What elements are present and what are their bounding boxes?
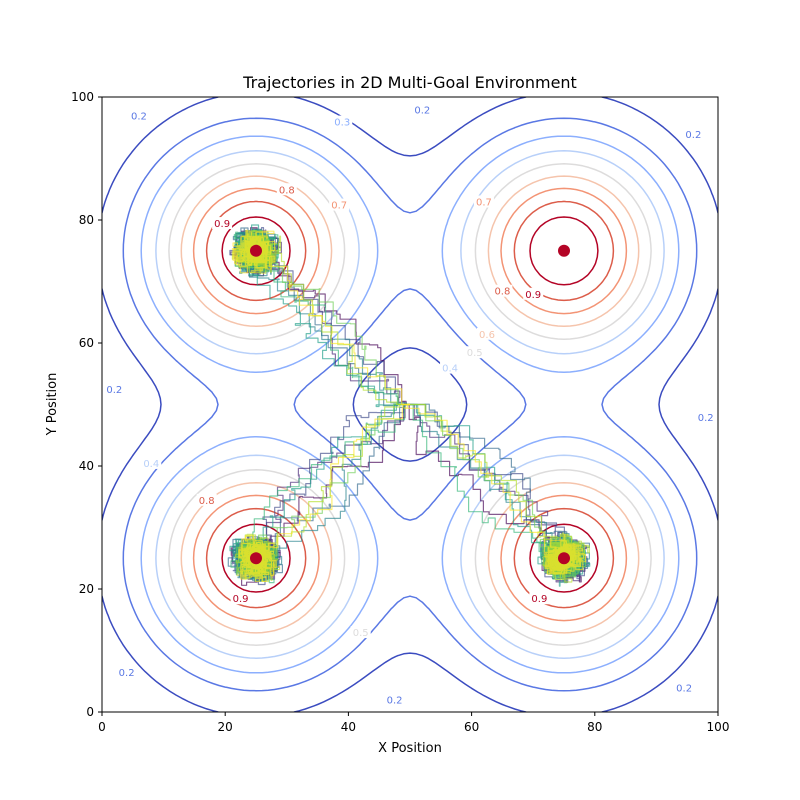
y-tick-label: 100 [71, 90, 94, 104]
contour-label: 0.2 [119, 668, 135, 679]
contour-label-bg [440, 361, 461, 374]
contour-line [102, 97, 718, 712]
x-tick-label: 100 [707, 720, 730, 734]
goal-marker [250, 552, 262, 565]
trajectory-line [238, 403, 410, 582]
x-tick-label: 60 [464, 720, 479, 734]
contour-label-bg [141, 456, 162, 469]
contour-label: 0.5 [353, 628, 369, 639]
contour-label-bg [523, 287, 544, 300]
contour-label-bg [212, 217, 233, 230]
goal-marker [250, 244, 262, 257]
contour-label-bg [529, 592, 550, 605]
contour-label-bg [196, 493, 217, 506]
contour-label: 0.5 [467, 348, 483, 359]
chart-title: Trajectories in 2D Multi-Goal Environmen… [242, 73, 577, 92]
x-axis-label: X Position [378, 741, 442, 756]
contour-label-bg [464, 346, 485, 359]
x-tick-label: 80 [587, 720, 602, 734]
contour-label: 0.8 [279, 185, 295, 196]
contour-line [122, 117, 698, 692]
contour-label-bg [104, 383, 125, 396]
contour-label-bg [695, 410, 716, 423]
contour-label: 0.2 [131, 111, 147, 122]
y-tick-label: 40 [79, 459, 94, 473]
x-axis-ticks: 0 20 40 60 80 100 [98, 712, 729, 734]
contour-label: 0.2 [676, 683, 692, 694]
contour-label-bg [116, 666, 137, 679]
contour-label: 0.9 [531, 594, 547, 605]
contour-label: 0.6 [479, 330, 495, 341]
contour-label-bg [329, 198, 350, 211]
contour-label-bg [477, 327, 497, 340]
contour-line [180, 175, 640, 634]
y-tick-label: 20 [79, 582, 94, 596]
plot-area: 0.2 0.3 0.2 0.2 0.8 0.7 0.9 0.7 0.8 0.9 0.6 0.5 0.4 0… [102, 97, 718, 712]
contour-label: 0.9 [233, 594, 249, 605]
y-tick-label: 0 [86, 705, 94, 719]
contour-label-bg [473, 195, 494, 208]
contour-label: 0.2 [698, 413, 714, 424]
contour-label-bg [683, 127, 704, 140]
y-axis-ticks: 0 20 40 60 80 100 [71, 90, 102, 719]
contour-label: 0.4 [143, 459, 159, 470]
contour-label: 0.9 [214, 219, 230, 230]
contour-label: 0.2 [685, 130, 701, 141]
plot-frame [101, 96, 719, 713]
contour-line [140, 135, 680, 674]
contour-label: 0.3 [334, 118, 350, 129]
y-tick-label: 60 [79, 336, 94, 350]
y-axis-label: Y Position [45, 373, 60, 437]
x-tick-label: 20 [218, 720, 233, 734]
contour-label: 0.2 [387, 696, 403, 707]
contour-label: 0.2 [414, 105, 430, 116]
goal-marker [558, 552, 570, 565]
contour-labels: 0.2 0.3 0.2 0.2 0.8 0.7 0.9 0.7 0.8 0.9 0.6 0.5 0.4 0… [104, 103, 716, 707]
contour-label: 0.4 [442, 364, 458, 375]
contour-label: 0.2 [106, 385, 122, 396]
contour-label-bg [384, 693, 405, 706]
contour-line [155, 150, 665, 659]
contour-label: 0.7 [476, 198, 492, 209]
contour-label: 0.9 [525, 290, 541, 301]
contour-label-bg [230, 592, 251, 605]
contour-line [221, 216, 599, 593]
contour-label-bg [332, 115, 353, 128]
contour-label-bg [412, 103, 433, 116]
contour-label-bg [674, 681, 695, 694]
contour-label: 0.8 [494, 287, 510, 298]
goal-markers [250, 244, 570, 565]
contour-label-bg [128, 109, 149, 122]
contour-label: 0.8 [199, 496, 215, 507]
y-tick-label: 80 [79, 213, 94, 227]
goal-marker [558, 244, 570, 257]
contour-label-bg [492, 284, 513, 297]
contour-label: 0.7 [331, 201, 347, 212]
x-tick-label: 40 [341, 720, 356, 734]
x-tick-label: 0 [98, 720, 106, 734]
contour-label-bg [350, 626, 371, 639]
contour-label-bg [276, 183, 297, 196]
